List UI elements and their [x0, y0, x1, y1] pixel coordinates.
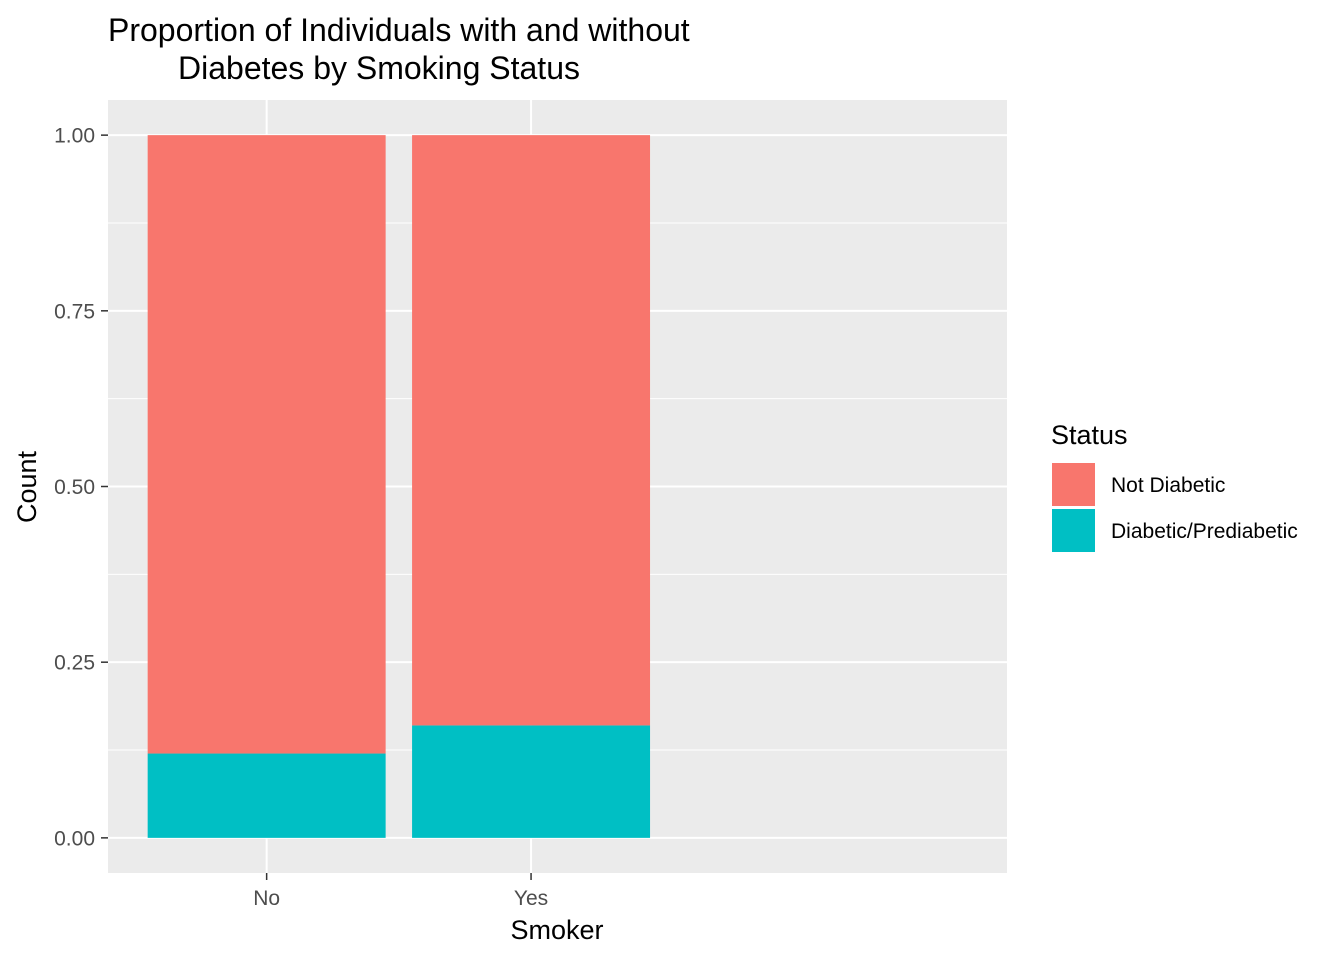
y-tick-label: 0.00: [54, 827, 95, 850]
legend-title: Status: [1051, 420, 1128, 450]
x-axis: No Yes: [253, 873, 548, 910]
x-axis-title: Smoker: [510, 915, 603, 945]
x-tick-label: Yes: [514, 887, 548, 910]
legend-entries: Not Diabetic Diabetic/Prediabetic: [1052, 463, 1298, 552]
bars: [147, 135, 651, 838]
chart-title-line-1: Proportion of Individuals with and witho…: [108, 12, 690, 48]
legend-key: [1052, 463, 1095, 506]
bar-no-diabetic-prediabetic: [147, 753, 386, 838]
y-axis: 0.00 0.25 0.50 0.75 1.00: [54, 125, 108, 850]
bar-yes-diabetic-prediabetic: [412, 725, 651, 838]
bar-no-not-diabetic: [147, 135, 386, 754]
y-tick-label: 0.50: [54, 476, 95, 499]
legend: Status Not Diabetic Diabetic/Prediabetic: [1051, 420, 1298, 552]
y-tick-label: 0.75: [54, 300, 95, 323]
legend-key: [1052, 509, 1095, 552]
x-tick-label: No: [253, 887, 280, 910]
legend-label: Diabetic/Prediabetic: [1111, 520, 1298, 543]
legend-label: Not Diabetic: [1111, 474, 1225, 497]
y-tick-label: 0.25: [54, 652, 95, 675]
bar-yes-not-diabetic: [412, 135, 651, 726]
y-tick-label: 1.00: [54, 125, 95, 148]
y-axis-title: Count: [12, 450, 42, 523]
chart-title-line-2: Diabetes by Smoking Status: [178, 50, 580, 86]
